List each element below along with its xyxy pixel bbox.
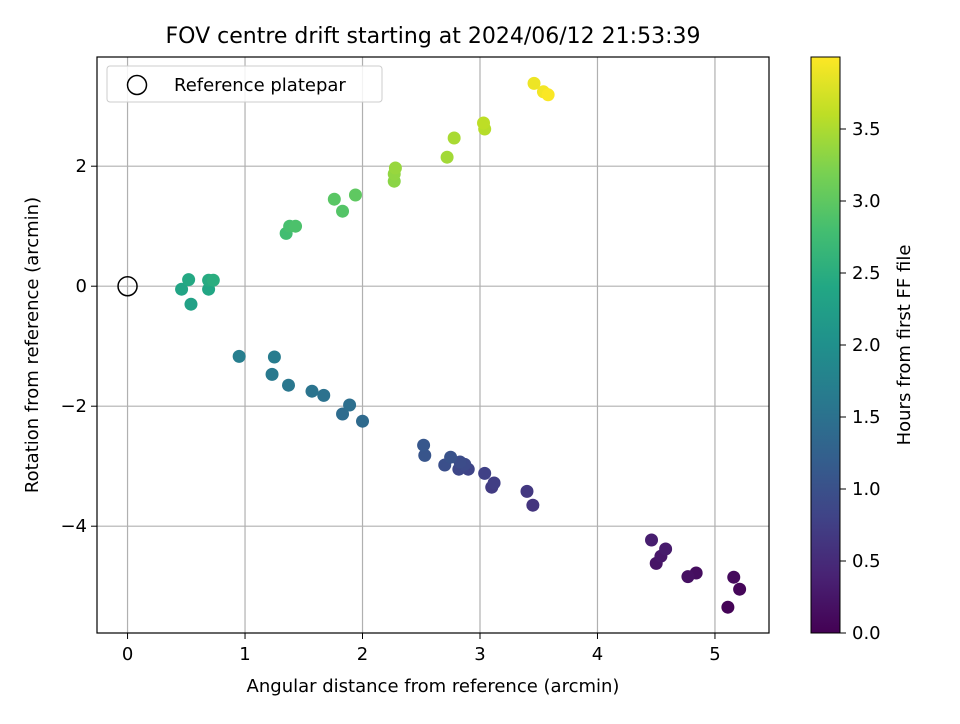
colorbar-tick-label: 1.5 <box>852 407 881 428</box>
legend-reference-marker <box>126 74 148 96</box>
data-point <box>520 484 534 498</box>
reference-marker-group <box>117 275 138 297</box>
data-point <box>444 450 458 464</box>
legend: Reference platepar <box>106 65 383 103</box>
data-point <box>305 384 319 398</box>
data-point <box>388 161 402 175</box>
reference-platepar-marker <box>117 275 138 297</box>
x-tick-label: 3 <box>474 644 485 665</box>
colorbar-tick-label: 1.0 <box>852 479 881 500</box>
data-point <box>356 414 370 428</box>
data-point <box>182 273 196 287</box>
colorbar-tick-label: 3.0 <box>852 191 881 212</box>
data-point <box>265 367 279 381</box>
data-point <box>541 88 555 102</box>
data-point <box>317 388 331 402</box>
y-tick-label: 0 <box>76 276 87 297</box>
colorbar-tick-label: 3.5 <box>852 119 881 140</box>
data-point <box>232 349 246 363</box>
data-point <box>281 378 295 392</box>
data-point <box>418 448 432 462</box>
y-axis-label: Rotation from reference (arcmin) <box>22 197 43 493</box>
legend-label: Reference platepar <box>174 75 346 96</box>
data-point <box>659 542 673 556</box>
data-point <box>289 219 303 233</box>
y-tick-label: −4 <box>60 516 87 537</box>
data-point <box>681 570 695 584</box>
data-point <box>721 600 735 614</box>
y-tick-label: −2 <box>60 396 87 417</box>
colorbar-tick-label: 0.5 <box>852 551 881 572</box>
data-point <box>477 116 491 130</box>
colorbar-ticks: 0.0 0.5 1.0 1.5 2.0 2.5 3.0 3.5 <box>840 119 881 644</box>
data-point <box>206 273 220 287</box>
data-point <box>327 192 341 206</box>
colorbar-tick-label: 2.5 <box>852 263 881 284</box>
x-tick-label: 5 <box>709 644 720 665</box>
x-tick-label: 4 <box>592 644 603 665</box>
data-point <box>417 438 431 452</box>
x-axis-label: Angular distance from reference (arcmin) <box>247 676 620 697</box>
data-point <box>478 466 492 480</box>
data-point <box>440 150 454 164</box>
data-point <box>487 476 501 490</box>
colorbar-label: Hours from first FF file <box>894 245 915 446</box>
data-point <box>733 582 747 596</box>
colorbar-tick-label: 0.0 <box>852 623 881 644</box>
x-tick-label: 1 <box>239 644 250 665</box>
data-point <box>175 282 189 296</box>
x-tick-label: 0 <box>122 644 133 665</box>
data-point <box>267 350 281 364</box>
data-point <box>343 398 357 412</box>
data-point <box>336 204 350 218</box>
data-points <box>175 76 747 614</box>
colorbar-tick-label: 2.0 <box>852 335 881 356</box>
x-tick-label: 2 <box>357 644 368 665</box>
data-point <box>527 76 541 90</box>
y-tick-label: 2 <box>76 156 87 177</box>
chart-title: FOV centre drift starting at 2024/06/12 … <box>166 24 701 49</box>
axis-ticks: 0 1 2 3 4 5 −4 −2 0 2 <box>60 156 720 665</box>
data-point <box>336 407 350 421</box>
data-point <box>645 533 659 547</box>
data-point <box>526 498 540 512</box>
colorbar <box>810 56 841 634</box>
data-point <box>447 131 461 145</box>
data-point <box>727 570 741 584</box>
data-point <box>184 297 198 311</box>
data-point <box>348 188 362 202</box>
plot-frame <box>96 56 770 634</box>
